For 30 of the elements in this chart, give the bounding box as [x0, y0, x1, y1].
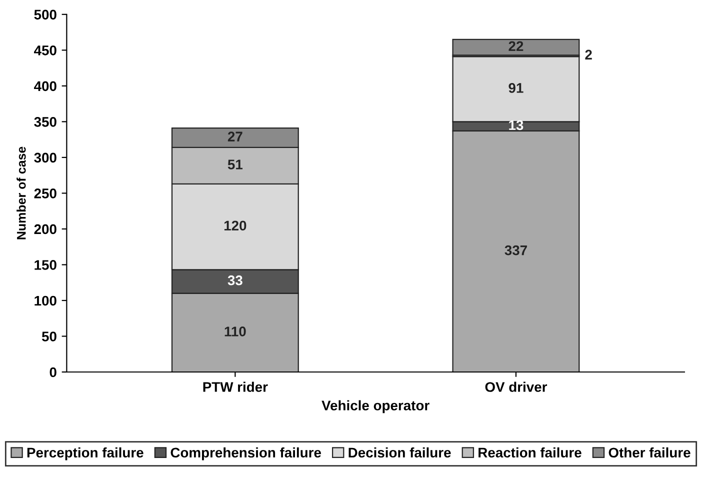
- legend-label: Reaction failure: [478, 447, 582, 458]
- x-tick-label: OV driver: [485, 382, 548, 392]
- data-label: 337: [504, 245, 527, 256]
- data-label: 51: [228, 160, 243, 170]
- legend-label: Decision failure: [348, 447, 451, 458]
- data-label: 2: [585, 50, 592, 60]
- legend-label: Other failure: [608, 447, 690, 458]
- x-tick-label: PTW rider: [203, 382, 268, 392]
- y-tick-label: 50: [42, 332, 56, 342]
- y-tick-label: 100: [34, 296, 56, 306]
- y-tick-label: 400: [34, 81, 56, 92]
- y-tick-label: 200: [34, 224, 56, 234]
- y-tick-label: 350: [34, 117, 56, 127]
- data-label: 91: [508, 83, 524, 93]
- y-tick-label: 450: [34, 45, 56, 56]
- y-axis-title: Number of case: [16, 146, 26, 240]
- y-tick-label: 500: [34, 10, 56, 20]
- data-label: 120: [224, 220, 246, 231]
- y-tick-label: 150: [34, 260, 56, 270]
- y-tick-label: 0: [50, 367, 56, 378]
- data-label: 27: [228, 132, 242, 142]
- data-label: 33: [228, 275, 242, 286]
- y-tick-label: 300: [34, 152, 56, 163]
- x-axis-title: Vehicle operator: [322, 400, 430, 414]
- legend-label: Perception failure: [27, 447, 144, 460]
- data-label: 110: [224, 326, 246, 336]
- data-label: 22: [508, 41, 524, 51]
- y-tick-label: 250: [34, 188, 56, 198]
- data-label: 13: [509, 120, 524, 130]
- legend-label: Comprehension failure: [170, 447, 321, 460]
